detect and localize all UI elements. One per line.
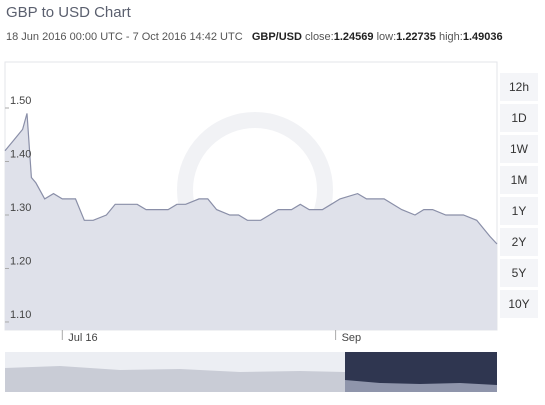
x-tick-label: Sep: [342, 332, 362, 344]
pair: GBP/USD: [251, 31, 302, 43]
close-label: close:: [305, 31, 334, 43]
y-tick-label: 1.10: [10, 309, 31, 321]
range-button[interactable]: 2Y: [500, 228, 538, 258]
range-button[interactable]: 1D: [500, 104, 538, 134]
summary: 18 Jun 2016 00:00 UTC - 7 Oct 2016 14:42…: [6, 31, 503, 43]
low: 1.22735: [396, 31, 436, 43]
x-tick-label: Jul 16: [68, 332, 97, 344]
y-tick-label: 1.40: [10, 148, 31, 160]
navigator-selected-area: [345, 380, 497, 392]
high-label: high:: [438, 31, 463, 43]
close: 1.24569: [333, 31, 374, 43]
period: 18 Jun 2016 00:00 UTC - 7 Oct 2016 14:42…: [6, 31, 243, 43]
range-button[interactable]: 1W: [500, 135, 538, 165]
area: [5, 113, 497, 331]
range-button[interactable]: 12h: [500, 73, 538, 103]
high: 1.49036: [462, 31, 503, 43]
low-label: low:: [376, 31, 397, 43]
range-button[interactable]: 1Y: [500, 197, 538, 227]
y-tick-label: 1.30: [10, 202, 31, 214]
line: [4, 113, 498, 245]
y-tick-label: 1.20: [10, 255, 31, 267]
y-tick-label: 1.50: [10, 95, 31, 107]
range-button[interactable]: 10Y: [500, 290, 538, 320]
range-button[interactable]: 5Y: [500, 259, 538, 289]
range-button[interactable]: 1M: [500, 166, 538, 196]
navigator-history: [5, 366, 345, 392]
title: GBP to USD Chart: [6, 4, 131, 21]
